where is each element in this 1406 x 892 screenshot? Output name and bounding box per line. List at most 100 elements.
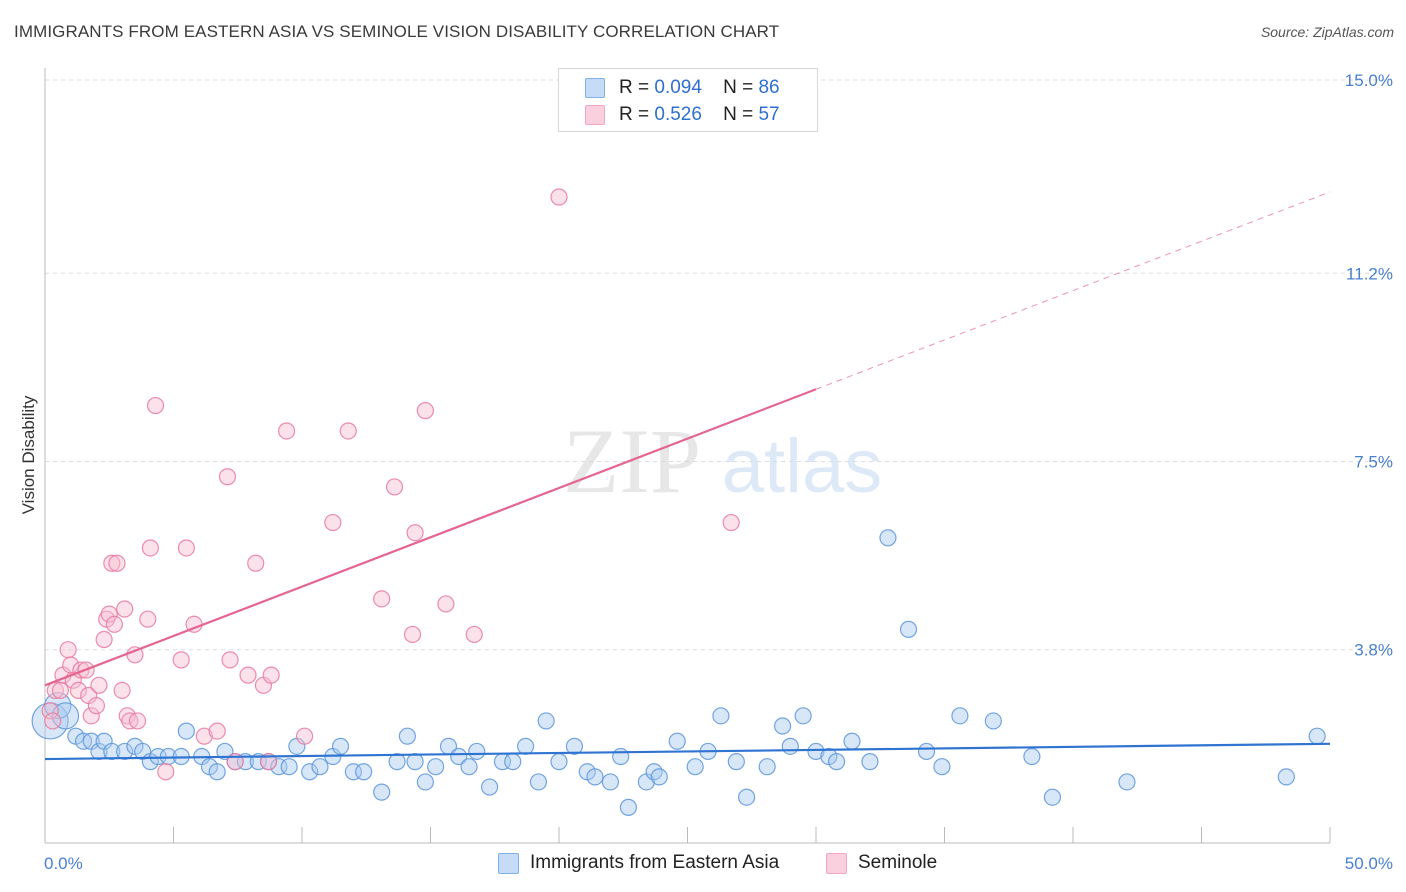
- point-eastern-asia: [1023, 747, 1041, 766]
- point-eastern-asia: [529, 773, 548, 791]
- y-tick-label: 11.2%: [1346, 264, 1393, 283]
- point-seminole: [113, 681, 131, 700]
- point-eastern-asia: [879, 529, 897, 547]
- point-seminole: [41, 702, 59, 720]
- point-eastern-asia: [373, 783, 391, 801]
- point-eastern-asia: [899, 620, 918, 638]
- legend-swatch-seminole: [585, 105, 605, 125]
- legend-r-label: R =: [619, 77, 650, 98]
- legend-r-label: R =: [619, 104, 650, 125]
- point-eastern-asia: [861, 753, 879, 771]
- point-eastern-asia: [427, 758, 445, 776]
- watermark-atlas: atlas: [722, 424, 883, 509]
- point-seminole: [403, 625, 422, 644]
- point-eastern-asia: [331, 737, 350, 755]
- point-seminole: [157, 763, 175, 781]
- legend-swatch-eastern-asia: [585, 78, 605, 98]
- point-eastern-asia: [516, 737, 535, 755]
- y-tick-label: 7.5%: [1354, 453, 1393, 472]
- bottom-legend-swatch-eastern-asia: [498, 853, 519, 874]
- point-eastern-asia: [301, 763, 319, 781]
- point-seminole: [722, 513, 740, 532]
- point-seminole: [239, 666, 257, 684]
- bottom-legend-label: Immigrants from Eastern Asia: [530, 852, 780, 873]
- point-eastern-asia: [917, 742, 936, 761]
- point-seminole: [550, 188, 568, 206]
- point-seminole: [465, 625, 483, 644]
- bottom-legend-label: Seminole: [858, 852, 938, 873]
- axes: [44, 68, 1331, 844]
- point-eastern-asia: [450, 747, 468, 766]
- point-eastern-asia: [586, 768, 604, 786]
- point-seminole: [177, 539, 195, 557]
- point-seminole: [324, 513, 342, 532]
- point-eastern-asia: [280, 758, 298, 776]
- point-eastern-asia: [311, 758, 329, 776]
- point-eastern-asia: [468, 742, 486, 761]
- bottom-legend-swatch-seminole: [826, 853, 847, 874]
- point-seminole: [259, 753, 278, 771]
- point-seminole: [385, 478, 404, 496]
- point-eastern-asia: [406, 753, 424, 771]
- point-seminole: [108, 554, 126, 572]
- point-seminole: [139, 610, 157, 628]
- point-seminole: [416, 402, 434, 420]
- legend-r-value: 0.094: [654, 77, 702, 98]
- point-seminole: [262, 666, 280, 684]
- legend-n-value: 86: [758, 77, 780, 98]
- trend-line-seminole-extension: [815, 191, 1331, 390]
- trend-lines: [44, 191, 1331, 761]
- stats-legend: R = 0.094 N = 86 R = 0.526 N = 57: [558, 68, 818, 132]
- chart-title: IMMIGRANTS FROM EASTERN ASIA VS SEMINOLE…: [14, 22, 780, 41]
- point-eastern-asia: [650, 768, 668, 786]
- point-eastern-asia: [1308, 727, 1326, 745]
- point-eastern-asia: [1043, 788, 1062, 806]
- x-tick-label: 50.0%: [1345, 854, 1393, 873]
- point-seminole: [44, 712, 62, 730]
- point-eastern-asia: [933, 758, 951, 776]
- legend-n-value: 57: [758, 104, 780, 125]
- point-seminole: [116, 600, 134, 618]
- point-eastern-asia: [177, 722, 195, 740]
- point-eastern-asia: [504, 753, 522, 771]
- y-tick-label: 3.8%: [1354, 641, 1393, 660]
- point-seminole: [100, 605, 118, 623]
- point-eastern-asia: [416, 773, 434, 791]
- point-seminole: [141, 539, 159, 557]
- point-eastern-asia: [619, 798, 637, 816]
- point-eastern-asia: [758, 758, 776, 776]
- point-seminole: [437, 595, 455, 613]
- point-seminole: [221, 651, 239, 669]
- point-eastern-asia: [668, 732, 686, 750]
- point-seminole: [59, 641, 77, 659]
- point-eastern-asia: [686, 758, 704, 776]
- point-eastern-asia: [843, 732, 861, 750]
- point-seminole: [90, 676, 108, 694]
- point-eastern-asia: [794, 707, 812, 725]
- point-seminole: [195, 727, 213, 745]
- point-seminole: [373, 590, 391, 608]
- point-eastern-asia: [645, 763, 663, 781]
- legend-r-value: 0.526: [654, 104, 702, 125]
- tick-labels: 3.8% 7.5% 11.2% 15.0% 0.0% 50.0%: [44, 71, 1393, 873]
- point-eastern-asia: [984, 712, 1002, 730]
- point-seminole: [103, 554, 121, 572]
- point-eastern-asia: [388, 753, 406, 771]
- point-seminole: [95, 630, 113, 649]
- point-eastern-asia: [601, 773, 620, 791]
- y-axis-title: Vision Disability: [19, 395, 38, 514]
- y-tick-label: 15.0%: [1345, 71, 1393, 90]
- point-eastern-asia: [460, 758, 478, 776]
- point-eastern-asia: [727, 753, 745, 771]
- point-seminole: [218, 468, 237, 486]
- point-eastern-asia: [1277, 768, 1295, 786]
- point-eastern-asia: [827, 753, 846, 771]
- point-seminole: [295, 727, 314, 745]
- point-seminole: [128, 712, 147, 730]
- point-eastern-asia: [481, 778, 499, 796]
- point-seminole: [247, 554, 265, 572]
- point-seminole: [105, 615, 123, 633]
- point-eastern-asia: [712, 707, 730, 725]
- legend-n-label: N =: [723, 104, 754, 125]
- point-seminole: [87, 697, 106, 715]
